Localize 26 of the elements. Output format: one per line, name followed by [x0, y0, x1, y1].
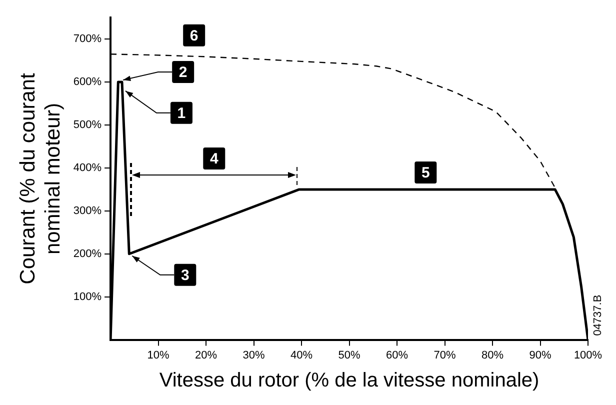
y-tick-label: 400%: [73, 162, 102, 174]
y-tick-label: 200%: [73, 248, 102, 260]
x-tick-label: 40%: [290, 349, 313, 362]
y-tick-label: 500%: [73, 119, 102, 132]
y-tick-label: 300%: [73, 204, 102, 217]
annotation: 4: [210, 150, 219, 168]
annotation: 6: [190, 28, 198, 45]
annotation: 5: [421, 164, 430, 182]
y-tick-label: 700%: [73, 33, 102, 46]
text: 04737.B: [592, 294, 604, 336]
x-tick-label: 60%: [386, 349, 408, 362]
x-tick-label: 10%: [147, 349, 170, 362]
annotation: 2: [178, 64, 188, 82]
x-tick-label: 30%: [242, 349, 265, 362]
y-tick-label: 600%: [73, 76, 102, 88]
x-tick-label: 100%: [574, 349, 602, 362]
x-tick-label: 80%: [481, 349, 504, 362]
annotation: 3: [180, 267, 190, 284]
x-tick-label: 70%: [434, 349, 456, 362]
annotation: 1: [177, 105, 186, 122]
y-tick-label: 100%: [73, 290, 102, 303]
x-axis-title: Vitesse du rotor (% de la vitesse nominale): [159, 370, 540, 392]
x-tick-label: 90%: [529, 349, 552, 362]
y-axis-title: Courant (% du courant nominal moteur): [16, 72, 65, 284]
x-tick-label: 20%: [195, 349, 218, 362]
x-tick-label: 50%: [338, 349, 360, 362]
